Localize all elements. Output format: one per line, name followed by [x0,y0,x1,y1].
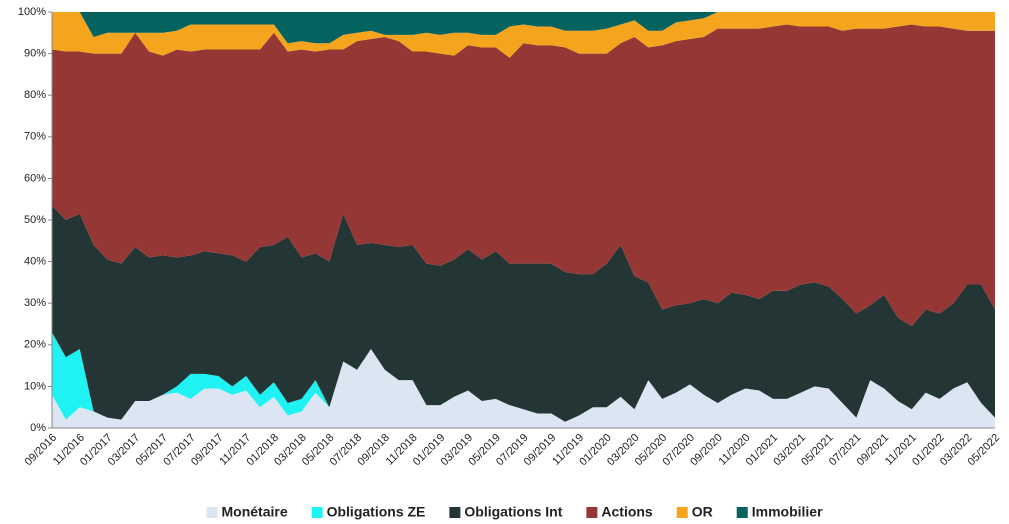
y-tick-label: 10% [24,380,46,392]
legend-swatch [449,507,461,518]
area [52,348,995,428]
legend-label: Obligations Int [464,504,562,520]
area [52,205,995,422]
area [52,12,995,58]
legend-swatch [586,507,598,518]
legend-swatch [676,507,688,518]
area [52,12,995,44]
y-tick-label: 50% [24,214,46,226]
y-tick-label: 60% [24,172,46,184]
y-tick-label: 70% [24,131,46,143]
area [52,24,995,327]
y-tick-label: 40% [24,256,46,268]
legend: Monétaire Obligations ZE Obligations Int Ac… [206,504,823,520]
legend-label: Immobilier [752,504,823,520]
legend-swatch [311,507,323,518]
legend-label: OR [692,504,713,520]
legend-swatch [736,507,748,518]
y-tick-label: 30% [24,297,46,309]
y-tick-label: 20% [24,339,46,351]
y-tick-label: 90% [24,48,46,60]
legend-swatch [206,507,218,518]
legend-label: Actions [601,504,653,520]
y-tick-label: 100% [18,6,46,18]
y-tick-label: 80% [24,89,46,101]
y-tick-label: 0% [30,422,46,434]
legend-label: Obligations ZE [327,504,426,520]
legend-label: Monétaire [221,504,287,520]
